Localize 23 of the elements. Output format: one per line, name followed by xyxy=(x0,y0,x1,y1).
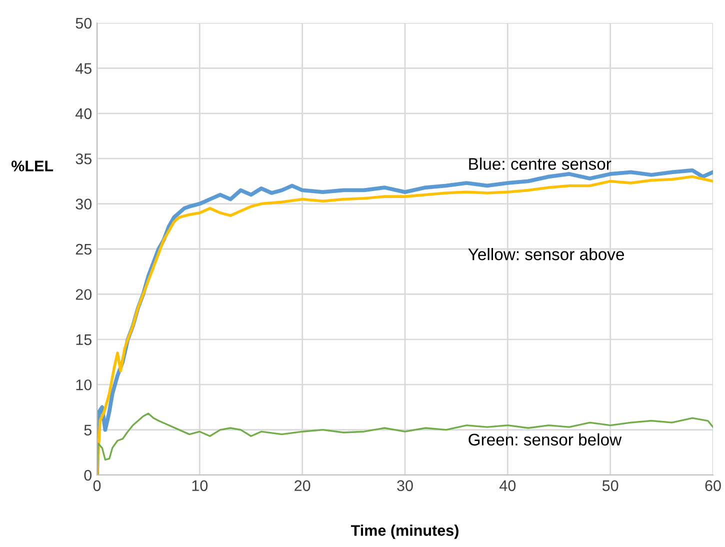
y-tick-label: 5 xyxy=(84,424,92,436)
y-tick-label: 45 xyxy=(76,63,92,74)
y-tick-label: 40 xyxy=(76,108,92,120)
y-tick-label: 10 xyxy=(76,379,92,390)
x-axis-title: Time (minutes) xyxy=(350,524,458,539)
x-tick-label: 30 xyxy=(397,480,413,492)
annotation: Blue: centre sensor xyxy=(469,158,612,170)
x-tick-label: 20 xyxy=(294,480,310,492)
y-axis-title: %LEL xyxy=(11,160,54,172)
y-tick-label: 50 xyxy=(76,18,92,29)
x-tick-label: 10 xyxy=(192,480,208,492)
y-tick-label: 25 xyxy=(76,244,92,255)
x-tick-label: 50 xyxy=(602,480,618,492)
x-tick-label: 60 xyxy=(705,480,721,492)
x-tick-label: 40 xyxy=(500,480,516,492)
y-tick-label: 35 xyxy=(76,153,92,164)
y-tick-label: 0 xyxy=(84,470,92,481)
annotation: Yellow: sensor above xyxy=(468,248,624,260)
y-tick-label: 20 xyxy=(76,289,92,300)
y-tick-label: 30 xyxy=(76,198,92,210)
annotation: Green: sensor below xyxy=(468,433,622,446)
y-tick-label: 15 xyxy=(76,334,92,346)
x-tick-label: 0 xyxy=(93,480,101,492)
